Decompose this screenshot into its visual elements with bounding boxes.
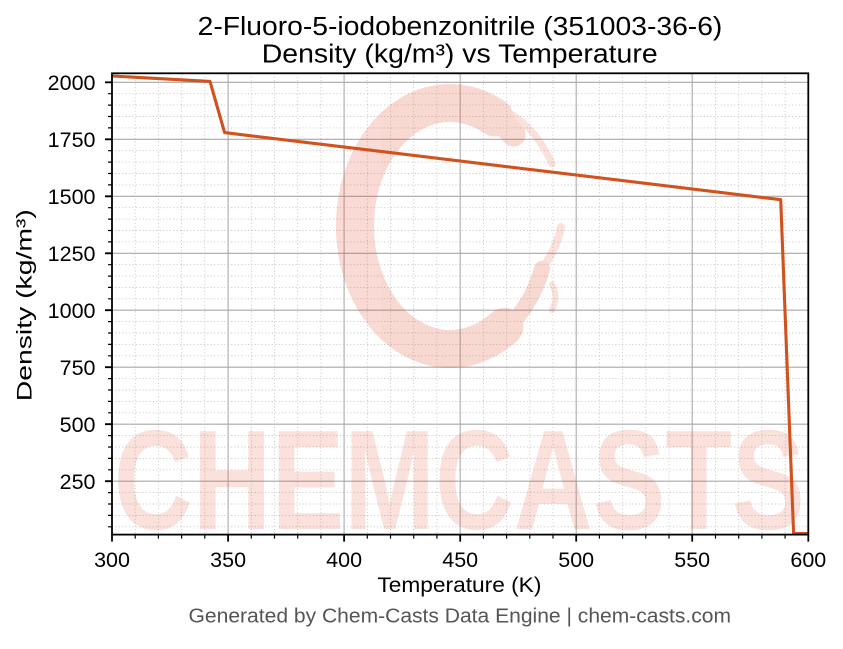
svg-text:Temperature (K): Temperature (K): [377, 573, 541, 597]
svg-text:500: 500: [60, 413, 96, 437]
svg-text:750: 750: [60, 356, 96, 380]
svg-text:600: 600: [790, 548, 826, 572]
svg-text:CHEMCASTS: CHEMCASTS: [114, 401, 805, 560]
svg-text:1000: 1000: [48, 299, 96, 323]
svg-text:1250: 1250: [48, 242, 96, 266]
svg-text:350: 350: [210, 548, 246, 572]
svg-text:2-Fluoro-5-iodobenzonitrile (3: 2-Fluoro-5-iodobenzonitrile (351003-36-6…: [198, 13, 723, 41]
svg-text:Density (kg/m³) vs Temperature: Density (kg/m³) vs Temperature: [262, 40, 658, 68]
svg-text:400: 400: [326, 548, 362, 572]
svg-text:300: 300: [94, 548, 130, 572]
svg-text:Density (kg/m³): Density (kg/m³): [13, 209, 37, 401]
svg-text:500: 500: [558, 548, 594, 572]
svg-text:450: 450: [442, 548, 478, 572]
svg-text:1500: 1500: [48, 185, 96, 209]
svg-text:1750: 1750: [48, 128, 96, 152]
svg-text:550: 550: [674, 548, 710, 572]
svg-text:2000: 2000: [48, 71, 96, 95]
svg-text:250: 250: [60, 470, 96, 494]
svg-text:Generated by Chem-Casts Data E: Generated by Chem-Casts Data Engine | ch…: [189, 606, 732, 628]
